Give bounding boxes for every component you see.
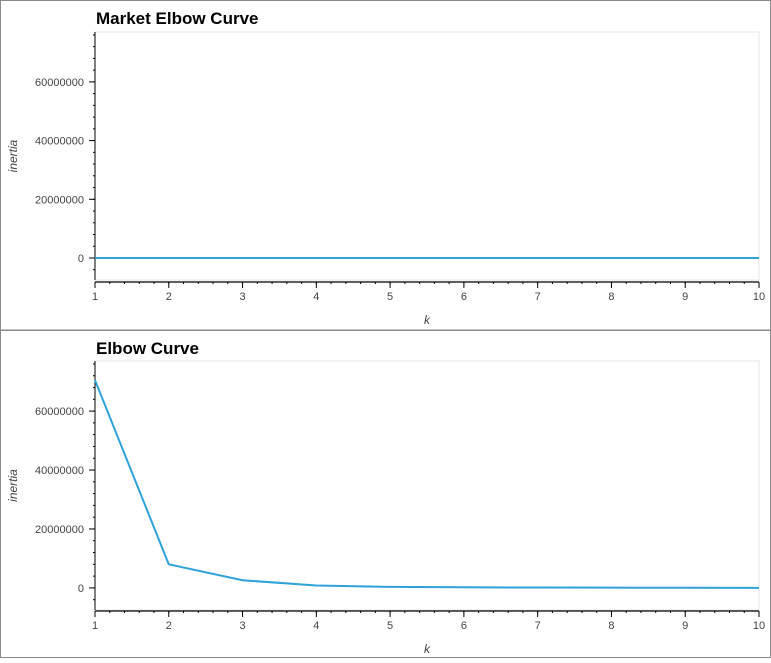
y-tick-label: 0	[78, 583, 84, 595]
y-tick-label: 40000000	[35, 465, 84, 477]
x-tick-label: 4	[313, 620, 319, 632]
x-tick-label: 3	[239, 620, 245, 632]
y-axis-label: inertia	[6, 139, 20, 172]
x-tick-label: 4	[313, 291, 319, 303]
x-tick-label: 10	[753, 620, 765, 632]
x-tick-label: 2	[166, 291, 172, 303]
x-tick-label: 8	[608, 291, 614, 303]
x-tick-label: 3	[239, 291, 245, 303]
x-tick-label: 7	[535, 291, 541, 303]
y-tick-label: 40000000	[35, 136, 84, 148]
x-tick-label: 5	[387, 620, 393, 632]
x-axis-label: k	[424, 313, 431, 327]
x-tick-label: 10	[753, 291, 765, 303]
chart-title: Elbow Curve	[96, 339, 199, 358]
x-tick-label: 7	[535, 620, 541, 632]
y-tick-label: 0	[78, 253, 84, 265]
y-axis-label: inertia	[6, 469, 20, 502]
chart-panel-1: Market Elbow Curve 0 20000000 40000000 60000…	[6, 9, 765, 327]
x-tick-label: 9	[682, 291, 688, 303]
plot-frame	[95, 32, 759, 280]
y-tick-label: 20000000	[35, 524, 84, 536]
y-tick-label: 20000000	[35, 194, 84, 206]
chart-panel-2: Elbow Curve 0 20000000 40000000 60000000 iner…	[6, 339, 765, 656]
plot-frame	[95, 361, 759, 610]
x-tick-label: 6	[461, 291, 467, 303]
chart-title: Market Elbow Curve	[96, 9, 259, 28]
x-tick-label: 9	[682, 620, 688, 632]
x-tick-label: 1	[92, 291, 98, 303]
x-tick-label: 2	[166, 620, 172, 632]
x-tick-label: 8	[608, 620, 614, 632]
x-tick-label: 6	[461, 620, 467, 632]
x-axis-label: k	[424, 642, 431, 656]
y-tick-label: 60000000	[35, 77, 84, 89]
x-tick-label: 5	[387, 291, 393, 303]
y-tick-label: 60000000	[35, 406, 84, 418]
x-tick-label: 1	[92, 620, 98, 632]
